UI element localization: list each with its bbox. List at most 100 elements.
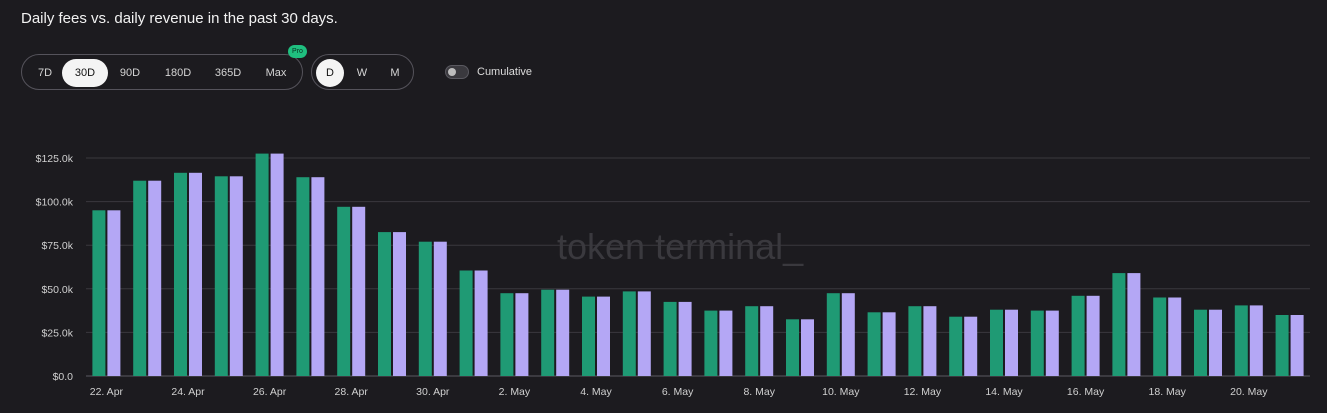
- fees-bar[interactable]: [1153, 297, 1167, 377]
- revenue-bar[interactable]: [107, 210, 121, 376]
- fees-bar[interactable]: [1194, 309, 1207, 376]
- revenue-bar[interactable]: [637, 291, 651, 376]
- revenue-bar[interactable]: [148, 180, 162, 376]
- range-180d-button[interactable]: 180D: [164, 67, 192, 79]
- revenue-bar[interactable]: [556, 289, 570, 376]
- fees-bar[interactable]: [92, 210, 106, 376]
- grid-lines: [86, 157, 1310, 377]
- granularity-day-button[interactable]: D: [316, 59, 344, 87]
- fees-bar[interactable]: [949, 316, 963, 376]
- revenue-bar[interactable]: [964, 316, 978, 376]
- x-tick-label: 20. May: [1230, 386, 1268, 398]
- fees-bar[interactable]: [1071, 295, 1085, 376]
- fees-bar[interactable]: [1112, 273, 1126, 376]
- revenue-bar[interactable]: [393, 232, 406, 376]
- fees-bar[interactable]: [255, 153, 269, 376]
- range-90d-button[interactable]: 90D: [119, 67, 141, 79]
- range-7d-button[interactable]: 7D: [37, 67, 53, 79]
- revenue-bar[interactable]: [189, 172, 202, 376]
- revenue-bar[interactable]: [597, 296, 610, 376]
- revenue-bar[interactable]: [229, 176, 243, 376]
- x-tick-label: 26. Apr: [253, 386, 287, 398]
- fees-bar[interactable]: [1030, 310, 1044, 376]
- x-tick-label: 22. Apr: [90, 386, 124, 398]
- revenue-bar[interactable]: [760, 306, 774, 376]
- x-tick-label: 28. Apr: [335, 386, 369, 398]
- granularity-month-button[interactable]: M: [390, 67, 400, 79]
- granularity-week-button[interactable]: W: [356, 67, 368, 79]
- revenue-bar[interactable]: [1290, 315, 1304, 376]
- fees-bar[interactable]: [990, 309, 1003, 376]
- x-tick-label: 10. May: [822, 386, 860, 398]
- revenue-bar[interactable]: [1209, 309, 1222, 376]
- fees-bar[interactable]: [337, 206, 351, 376]
- time-range-selector: 7D 30D 90D 180D 365D Max: [21, 54, 303, 90]
- x-tick-label: 2. May: [499, 386, 531, 398]
- y-tick-label: $50.0k: [41, 284, 73, 296]
- revenue-bar[interactable]: [841, 293, 855, 376]
- revenue-bar[interactable]: [1249, 305, 1263, 376]
- fees-bar[interactable]: [663, 301, 677, 376]
- y-axis: $0.0 $25.0k $50.0k $75.0k $100.0k $125.0k: [36, 153, 74, 383]
- revenue-bar[interactable]: [1045, 310, 1059, 376]
- revenue-bar[interactable]: [474, 270, 488, 377]
- fees-bar[interactable]: [1234, 305, 1248, 376]
- revenue-bar[interactable]: [433, 241, 447, 376]
- x-tick-label: 8. May: [743, 386, 775, 398]
- x-tick-label: 12. May: [904, 386, 942, 398]
- chart-title: Daily fees vs. daily revenue in the past…: [21, 10, 338, 27]
- y-tick-label: $75.0k: [41, 240, 73, 252]
- range-30d-button[interactable]: 30D: [62, 59, 108, 87]
- fees-bar[interactable]: [174, 172, 187, 376]
- revenue-bar[interactable]: [1127, 273, 1141, 376]
- fees-bar[interactable]: [541, 289, 555, 376]
- fees-bar[interactable]: [704, 310, 718, 376]
- toggle-knob: [448, 68, 456, 76]
- range-max-button[interactable]: Max: [265, 67, 287, 79]
- revenue-bar[interactable]: [515, 293, 529, 376]
- fees-bar[interactable]: [459, 270, 473, 377]
- revenue-bar[interactable]: [311, 177, 325, 376]
- range-365d-button[interactable]: 365D: [214, 67, 242, 79]
- y-tick-label: $25.0k: [41, 327, 73, 339]
- fees-bar[interactable]: [867, 312, 881, 376]
- fees-bar[interactable]: [418, 241, 432, 376]
- fees-bar[interactable]: [214, 176, 228, 376]
- y-tick-label: $100.0k: [36, 197, 74, 209]
- revenue-bar[interactable]: [801, 319, 814, 376]
- fees-bar[interactable]: [622, 291, 636, 376]
- x-tick-label: 16. May: [1067, 386, 1105, 398]
- revenue-bar[interactable]: [1086, 295, 1100, 376]
- revenue-bar[interactable]: [270, 153, 284, 376]
- granularity-selector: D W M: [311, 54, 414, 90]
- revenue-bar[interactable]: [882, 312, 896, 376]
- revenue-bar[interactable]: [678, 301, 692, 376]
- pro-badge: Pro: [288, 45, 307, 58]
- revenue-bar[interactable]: [1005, 309, 1018, 376]
- revenue-bar[interactable]: [352, 206, 366, 376]
- watermark: token terminal_: [557, 226, 804, 267]
- fees-bar[interactable]: [133, 180, 147, 376]
- fees-bar[interactable]: [378, 232, 391, 376]
- fees-bar[interactable]: [826, 293, 840, 376]
- revenue-bar[interactable]: [1168, 297, 1182, 377]
- cumulative-toggle[interactable]: [445, 65, 469, 79]
- y-tick-label: $0.0: [53, 371, 74, 383]
- fees-bar[interactable]: [745, 306, 759, 376]
- x-tick-label: 14. May: [985, 386, 1023, 398]
- fees-bar[interactable]: [296, 177, 310, 376]
- fees-bar[interactable]: [582, 296, 595, 376]
- revenue-bar[interactable]: [719, 310, 733, 376]
- x-tick-label: 24. Apr: [171, 386, 205, 398]
- fees-bar[interactable]: [786, 319, 799, 376]
- bars: [92, 153, 1304, 377]
- revenue-bar[interactable]: [923, 306, 937, 376]
- x-tick-label: 18. May: [1149, 386, 1187, 398]
- x-tick-label: 6. May: [662, 386, 694, 398]
- x-tick-label: 30. Apr: [416, 386, 450, 398]
- fees-bar[interactable]: [500, 293, 514, 376]
- cumulative-label: Cumulative: [477, 66, 533, 78]
- fees-bar[interactable]: [1275, 315, 1289, 376]
- fees-bar[interactable]: [908, 306, 922, 376]
